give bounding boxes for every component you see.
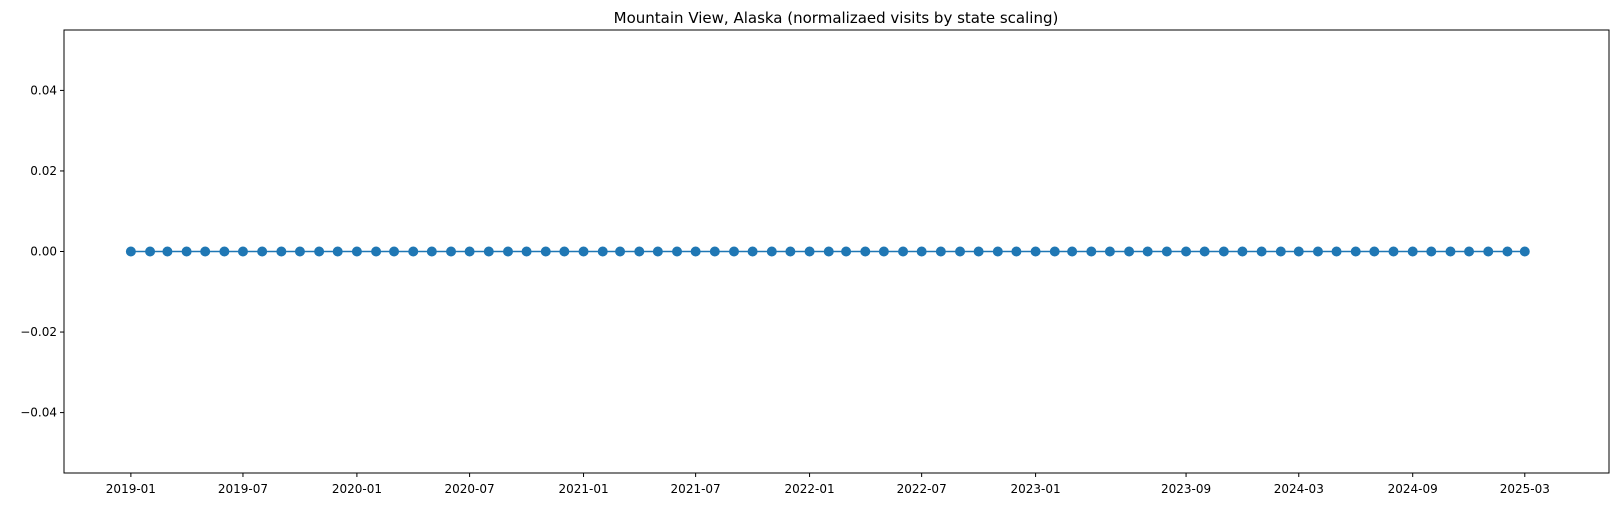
x-tick-label: 2024-03: [1274, 482, 1324, 496]
data-point: [992, 246, 1003, 257]
data-point: [1483, 246, 1494, 257]
data-point: [860, 246, 871, 257]
data-point: [709, 246, 720, 257]
x-tick-label: 2019-01: [106, 482, 156, 496]
data-point: [672, 246, 683, 257]
data-point: [1104, 246, 1115, 257]
data-point: [1067, 246, 1078, 257]
data-point: [766, 246, 777, 257]
data-point: [1369, 246, 1380, 257]
data-point: [1086, 246, 1097, 257]
data-point: [483, 246, 494, 257]
data-point: [785, 246, 796, 257]
y-tick-label: −0.04: [20, 406, 57, 420]
data-point: [1181, 246, 1192, 257]
data-point: [540, 246, 551, 257]
data-point: [1407, 246, 1418, 257]
data-point: [1519, 246, 1530, 257]
x-tick-label: 2023-01: [1011, 482, 1061, 496]
data-point: [747, 246, 758, 257]
x-axis: 2019-01 2019-07 2020-01 2020-07 2021-01 2021-…: [106, 473, 1550, 496]
x-tick-label: 2021-01: [558, 482, 608, 496]
data-point: [878, 246, 889, 257]
data-point: [634, 246, 645, 257]
data-point: [690, 246, 701, 257]
data-point: [898, 246, 909, 257]
data-point: [162, 246, 173, 257]
data-point: [125, 246, 136, 257]
data-point: [597, 246, 608, 257]
data-point: [1199, 246, 1210, 257]
x-tick-label: 2025-03: [1500, 482, 1550, 496]
data-point: [823, 246, 834, 257]
data-point: [294, 246, 305, 257]
data-point: [804, 246, 815, 257]
data-point: [502, 246, 513, 257]
data-point: [1445, 246, 1456, 257]
data-point: [332, 246, 343, 257]
x-tick-label: 2022-01: [784, 482, 834, 496]
x-tick-label: 2021-07: [671, 482, 721, 496]
data-point: [1388, 246, 1399, 257]
data-point: [578, 246, 589, 257]
data-point: [1124, 246, 1135, 257]
data-point: [615, 246, 626, 257]
data-point: [371, 246, 382, 257]
data-point: [257, 246, 268, 257]
data-point: [1350, 246, 1361, 257]
x-tick-label: 2020-07: [445, 482, 495, 496]
data-point: [446, 246, 457, 257]
x-tick-label: 2020-01: [332, 482, 382, 496]
data-point: [729, 246, 740, 257]
data-point: [1502, 246, 1513, 257]
data-point: [351, 246, 362, 257]
data-point: [955, 246, 966, 257]
y-axis: 0.04 0.02 0.00 −0.02 −0.04: [20, 83, 64, 420]
data-point: [521, 246, 532, 257]
data-point: [181, 246, 192, 257]
data-point: [426, 246, 437, 257]
data-point: [916, 246, 927, 257]
x-tick-label: 2023-09: [1161, 482, 1211, 496]
data-point: [1218, 246, 1229, 257]
y-tick-label: −0.02: [20, 325, 57, 339]
data-point: [841, 246, 852, 257]
data-point: [1426, 246, 1437, 257]
y-tick-label: 0.00: [30, 245, 57, 259]
data-point: [652, 246, 663, 257]
x-tick-label: 2024-09: [1388, 482, 1438, 496]
data-point: [1161, 246, 1172, 257]
plot-frame: [63, 29, 1610, 474]
data-point: [1464, 246, 1475, 257]
data-point: [389, 246, 400, 257]
data-point: [1293, 246, 1304, 257]
data-point: [1030, 246, 1041, 257]
data-point: [1275, 246, 1286, 257]
data-point: [1256, 246, 1267, 257]
y-tick-label: 0.02: [30, 164, 57, 178]
data-point: [1331, 246, 1342, 257]
data-point: [464, 246, 475, 257]
data-point: [1237, 246, 1248, 257]
data-point: [1312, 246, 1323, 257]
data-point: [219, 246, 230, 257]
data-point: [1142, 246, 1153, 257]
y-tick-label: 0.04: [30, 83, 57, 97]
data-point: [1011, 246, 1022, 257]
data-point: [145, 246, 156, 257]
chart-title: Mountain View, Alaska (normalizaed visit…: [614, 9, 1059, 27]
data-point: [314, 246, 325, 257]
data-point: [935, 246, 946, 257]
x-tick-label: 2019-07: [218, 482, 268, 496]
data-point: [973, 246, 984, 257]
data-point: [276, 246, 287, 257]
series-layer: [125, 246, 1530, 257]
data-point: [408, 246, 419, 257]
data-point: [559, 246, 570, 257]
data-point: [200, 246, 211, 257]
data-point: [237, 246, 248, 257]
data-point: [1049, 246, 1060, 257]
x-tick-label: 2022-07: [897, 482, 947, 496]
